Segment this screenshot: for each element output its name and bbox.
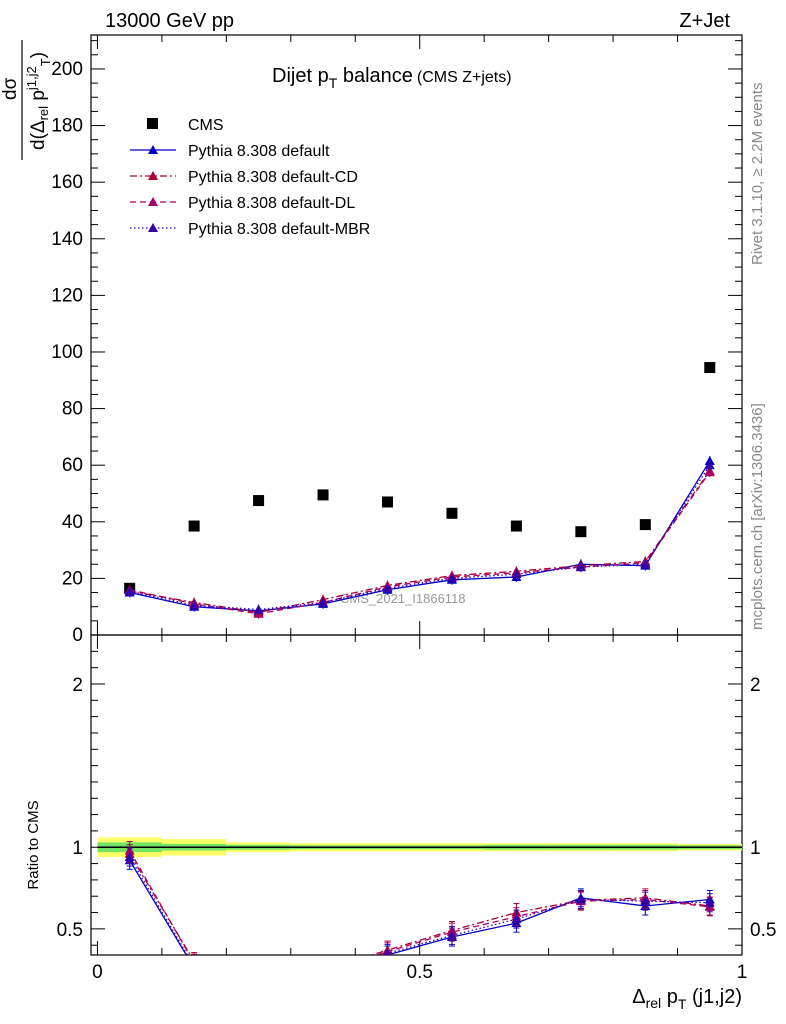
ratio-panel-frame	[90, 634, 743, 956]
series-point-mbr	[253, 604, 264, 614]
ratio-line-default	[129, 859, 710, 955]
ratio-point-mbr	[124, 852, 135, 862]
x-tick-label: 1	[737, 962, 748, 983]
ratio-series	[124, 841, 715, 988]
ratio-y-tick-label: 0.5	[57, 920, 83, 941]
series-point-mbr	[318, 597, 329, 607]
legend-label-dl: Pythia 8.308 default-DL	[188, 195, 355, 212]
ratio-point-cd	[318, 965, 328, 974]
main-y-tick-label: 160	[51, 172, 83, 193]
ratio-series-group	[124, 841, 715, 988]
svg-text:d(Δrel pj1,j2T): d(Δrel pj1,j2T)	[24, 52, 53, 150]
ratio-y-axis-label: Ratio to CMS	[25, 800, 42, 889]
main-y-tick-label: 80	[62, 399, 83, 420]
ratio-point-cd	[254, 978, 264, 987]
series-point-mbr	[640, 559, 651, 569]
ratio-point-mbr	[640, 896, 651, 906]
main-y-axis-label: dσ d(Δrel pj1,j2T)	[0, 40, 53, 160]
series-point-mbr	[575, 562, 586, 572]
plot-title: Dijet pT balance (CMS Z+jets)	[272, 65, 512, 91]
svg-text:Δrel pT (j1,j2): Δrel pT (j1,j2)	[632, 986, 742, 1012]
legend-marker-cd	[148, 171, 158, 180]
ratio-point-mbr	[511, 914, 522, 924]
main-y-tick-label: 200	[51, 59, 83, 80]
series-line-default	[129, 460, 711, 612]
ratio-line-dl	[129, 850, 710, 955]
main-y-tick-label: 20	[62, 568, 83, 589]
svg-text:dσ: dσ	[0, 77, 21, 100]
ratio-point-dl	[318, 966, 328, 975]
series-point-dl	[704, 467, 715, 477]
series-point-mbr	[189, 600, 200, 610]
ratio-point-default	[254, 976, 264, 985]
cms-data-point	[704, 362, 716, 374]
ratio-line-cd	[129, 853, 710, 955]
header-left-label: 13000 GeV pp	[105, 10, 234, 32]
ratio-point-default	[189, 963, 199, 972]
cms-data-point	[381, 496, 393, 508]
svg-text:Dijet pT balance(CMS Z+jets): Dijet pT balance (CMS Z+jets)	[272, 65, 512, 91]
main-y-tick-label: 60	[62, 455, 83, 476]
ratio-point-mbr	[383, 948, 392, 955]
main-axes: 0 20 40 60 80 100 120 140 160 180 200	[51, 35, 743, 646]
ratio-point-mbr	[254, 974, 264, 983]
rivet-label: Rivet 3.1.10, ≥ 2.2M events	[749, 83, 766, 266]
series-point-mbr	[446, 573, 457, 583]
series-line-dl	[129, 471, 711, 615]
series-point-mbr	[382, 583, 393, 593]
cms-data-point	[510, 520, 522, 532]
ratio-point-mbr	[318, 967, 328, 976]
ratio-axes: 0.5 0.51 12 20 0.5 1	[57, 635, 776, 983]
ratio-point-cd	[189, 957, 199, 966]
legend-label-cms: CMS	[188, 117, 224, 134]
ratio-y-tick-label-right: 1	[750, 838, 761, 859]
series-line-mbr	[129, 464, 711, 611]
cms-data-point	[639, 519, 651, 531]
ratio-y-tick-label-right: 0.5	[750, 920, 776, 941]
legend-label-default: Pythia 8.308 default	[188, 143, 330, 160]
cms-data-point	[575, 526, 587, 538]
main-y-tick-label: 140	[51, 229, 83, 250]
ratio-y-tick-label-right: 2	[750, 675, 761, 696]
main-y-tick-label: 100	[51, 342, 83, 363]
ratio-uncertainty-band	[97, 837, 742, 858]
legend-marker-cms	[147, 118, 158, 129]
x-tick-label: 0	[92, 962, 103, 983]
legend: CMS Pythia 8.308 default Pythia 8.308 defa…	[130, 117, 370, 238]
cms-data-point	[317, 489, 329, 501]
main-y-tick-label: 40	[62, 512, 83, 533]
series-point-mbr	[511, 569, 522, 579]
ratio-point-mbr	[446, 930, 457, 940]
header-right-label: Z+Jet	[679, 10, 730, 32]
ratio-point-dl	[189, 958, 199, 967]
legend-marker-mbr	[148, 223, 158, 232]
ratio-point-mbr	[704, 897, 715, 907]
mcplots-label: mcplots.cern.ch [arXiv:1306.3436]	[749, 403, 766, 630]
legend-label-mbr: Pythia 8.308 default-MBR	[188, 221, 370, 238]
cms-data-point	[446, 507, 458, 519]
x-axis-label: Δrel pT (j1,j2)	[632, 986, 742, 1012]
ratio-point-mbr	[575, 894, 586, 904]
legend-marker-default	[148, 145, 158, 154]
main-y-tick-label: 0	[72, 625, 83, 646]
x-tick-label: 0.5	[407, 962, 433, 983]
ratio-point-default	[318, 970, 328, 979]
series-point-mbr	[704, 460, 715, 470]
main-y-tick-label: 120	[51, 285, 83, 306]
analysis-watermark: CMS_2021_I1866118	[340, 591, 466, 606]
ratio-point-dl	[254, 979, 264, 988]
ratio-y-tick-label: 2	[72, 675, 83, 696]
cms-data-point	[253, 495, 265, 507]
main-y-tick-label: 180	[51, 116, 83, 137]
legend-marker-dl	[148, 197, 158, 206]
cms-data-point	[188, 520, 200, 532]
ratio-point-mbr	[189, 961, 199, 970]
ratio-y-tick-label: 1	[72, 838, 83, 859]
main-series	[124, 362, 716, 619]
legend-label-cd: Pythia 8.308 default-CD	[188, 169, 358, 186]
series-point-mbr	[124, 586, 135, 596]
